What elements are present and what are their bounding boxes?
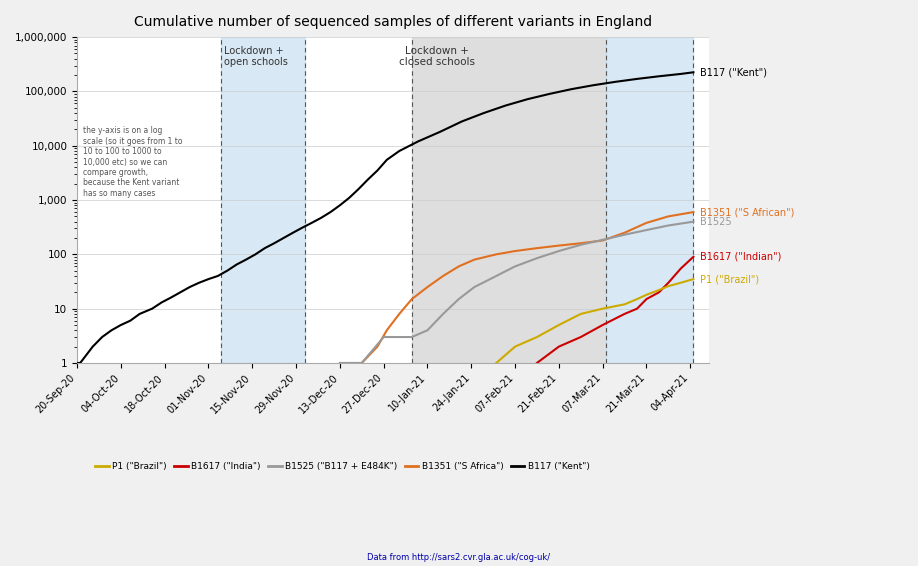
- Bar: [606, 37, 693, 363]
- Text: B1351 ("S African"): B1351 ("S African"): [700, 207, 794, 217]
- Bar: [412, 37, 606, 363]
- Text: Lockdown +
open schools: Lockdown + open schools: [224, 45, 288, 67]
- Text: B1525: B1525: [700, 217, 732, 226]
- Text: B117 ("Kent"): B117 ("Kent"): [700, 67, 767, 78]
- Text: Lockdown +
closed schools: Lockdown + closed schools: [398, 45, 475, 67]
- Text: Data from http://sars2.cvr.gla.ac.uk/cog-uk/: Data from http://sars2.cvr.gla.ac.uk/cog…: [367, 554, 551, 563]
- Text: P1 ("Brazil"): P1 ("Brazil"): [700, 274, 759, 284]
- Title: Cumulative number of sequenced samples of different variants in England: Cumulative number of sequenced samples o…: [134, 15, 652, 29]
- Bar: [221, 37, 306, 363]
- Legend: P1 ("Brazil"), B1617 ("India"), B1525 ("B117 + E484K"), B1351 ("S Africa"), B117: P1 ("Brazil"), B1617 ("India"), B1525 ("…: [92, 458, 593, 475]
- Text: B1617 ("Indian"): B1617 ("Indian"): [700, 252, 781, 262]
- Text: the y-axis is on a log
scale (so it goes from 1 to
10 to 100 to 1000 to
10,000 e: the y-axis is on a log scale (so it goes…: [84, 126, 183, 198]
